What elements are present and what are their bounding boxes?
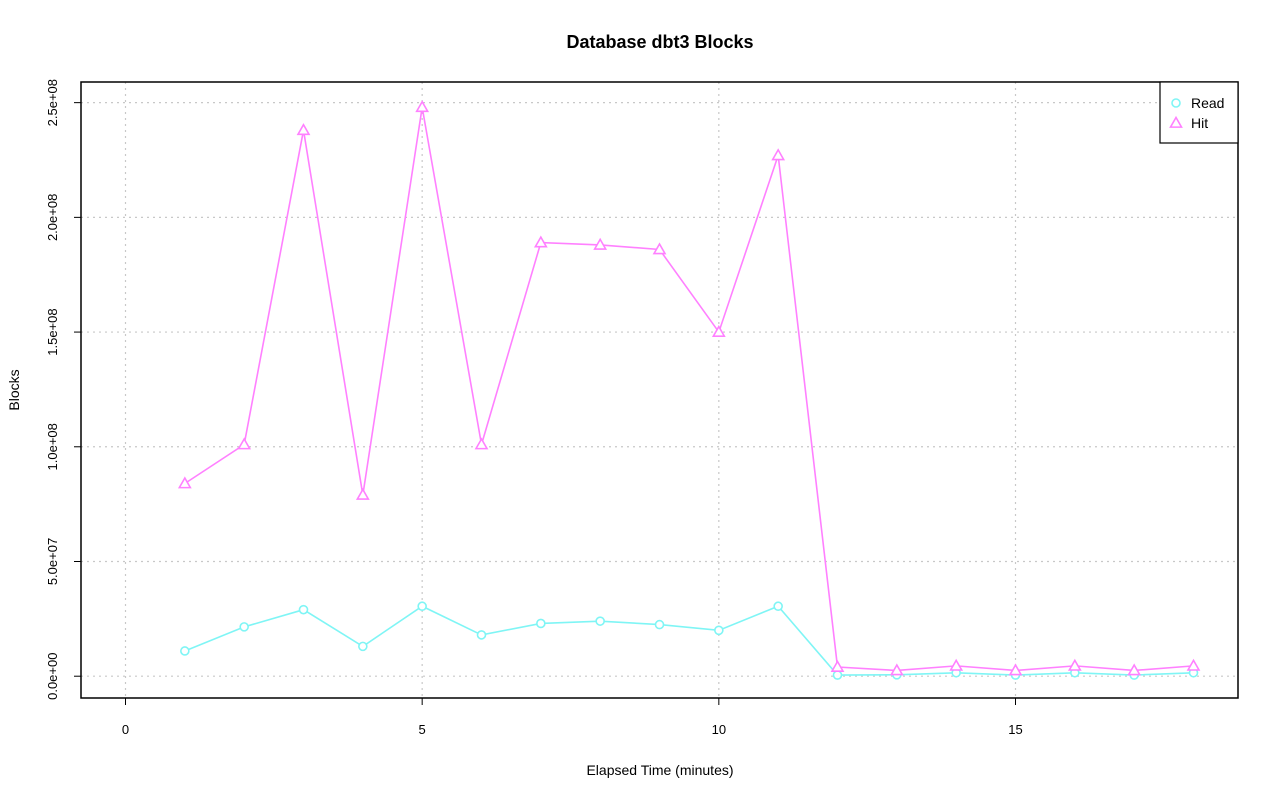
y-tick-label-2: 1.0e+08	[45, 423, 60, 470]
x-axis-label: Elapsed Time (minutes)	[586, 762, 733, 778]
legend: Read Hit	[1159, 81, 1239, 144]
data-point-read-8	[654, 619, 665, 630]
data-point-hit-16	[1127, 663, 1142, 676]
data-point-hit-0	[177, 476, 192, 489]
legend-item-hit: Hit	[1169, 115, 1208, 131]
data-point-read-7	[595, 616, 605, 626]
data-point-read-4	[417, 601, 427, 612]
data-point-read-1	[239, 622, 249, 632]
data-point-read-11	[832, 670, 843, 680]
chart-title: Database dbt3 Blocks	[566, 32, 753, 52]
data-point-read-3	[358, 641, 368, 652]
y-tick-label-1: 5.0e+07	[45, 538, 60, 585]
series-hit	[177, 100, 1201, 676]
series-layer	[177, 100, 1201, 680]
grid	[81, 82, 1238, 698]
legend-label-read: Read	[1191, 95, 1224, 111]
data-point-hit-12	[889, 663, 904, 676]
data-point-read-9	[714, 625, 724, 636]
x-axis: 0 5 10 15	[122, 698, 1023, 737]
legend-label-hit: Hit	[1191, 115, 1208, 131]
data-point-hit-17	[1186, 658, 1201, 671]
x-tick-label-2: 10	[712, 722, 726, 737]
data-point-hit-4	[415, 100, 430, 113]
data-point-read-5	[476, 630, 487, 640]
data-point-hit-9	[711, 324, 726, 337]
y-tick-label-0: 0.0e+00	[45, 653, 60, 700]
data-point-hit-7	[593, 237, 608, 250]
legend-box	[1159, 81, 1239, 144]
x-tick-label-1: 5	[419, 722, 426, 737]
y-axis: 0.0e+00 5.0e+07 1.0e+08 1.5e+08 2.0e+08 2.5e+…	[45, 79, 81, 700]
legend-marker-hit	[1169, 115, 1183, 128]
data-point-hit-3	[355, 487, 370, 500]
series-line-hit	[184, 107, 1194, 672]
data-point-hit-8	[652, 242, 667, 255]
data-point-hit-1	[237, 437, 252, 450]
data-point-read-10	[773, 601, 783, 612]
x-tick-label-3: 15	[1008, 722, 1022, 737]
data-point-hit-10	[771, 148, 786, 161]
x-tick-label-0: 0	[122, 722, 129, 737]
y-axis-label: Blocks	[6, 369, 22, 410]
y-tick-label-3: 1.5e+08	[45, 308, 60, 355]
data-point-read-2	[298, 604, 309, 615]
y-tick-label-5: 2.5e+08	[45, 79, 60, 126]
data-point-hit-5	[474, 437, 489, 450]
legend-item-read: Read	[1171, 95, 1224, 111]
data-point-hit-11	[830, 659, 845, 672]
legend-marker-read	[1171, 98, 1181, 108]
data-point-hit-6	[533, 235, 548, 248]
y-tick-label-4: 2.0e+08	[45, 194, 60, 241]
plot-area-border	[80, 81, 1239, 699]
data-point-hit-2	[296, 123, 311, 136]
data-point-read-0	[180, 646, 190, 656]
data-point-hit-13	[949, 658, 964, 671]
data-point-read-6	[536, 618, 546, 629]
data-point-hit-14	[1008, 663, 1023, 676]
series-read	[180, 601, 1199, 680]
data-point-hit-15	[1067, 658, 1082, 671]
series-line-read	[184, 605, 1194, 676]
